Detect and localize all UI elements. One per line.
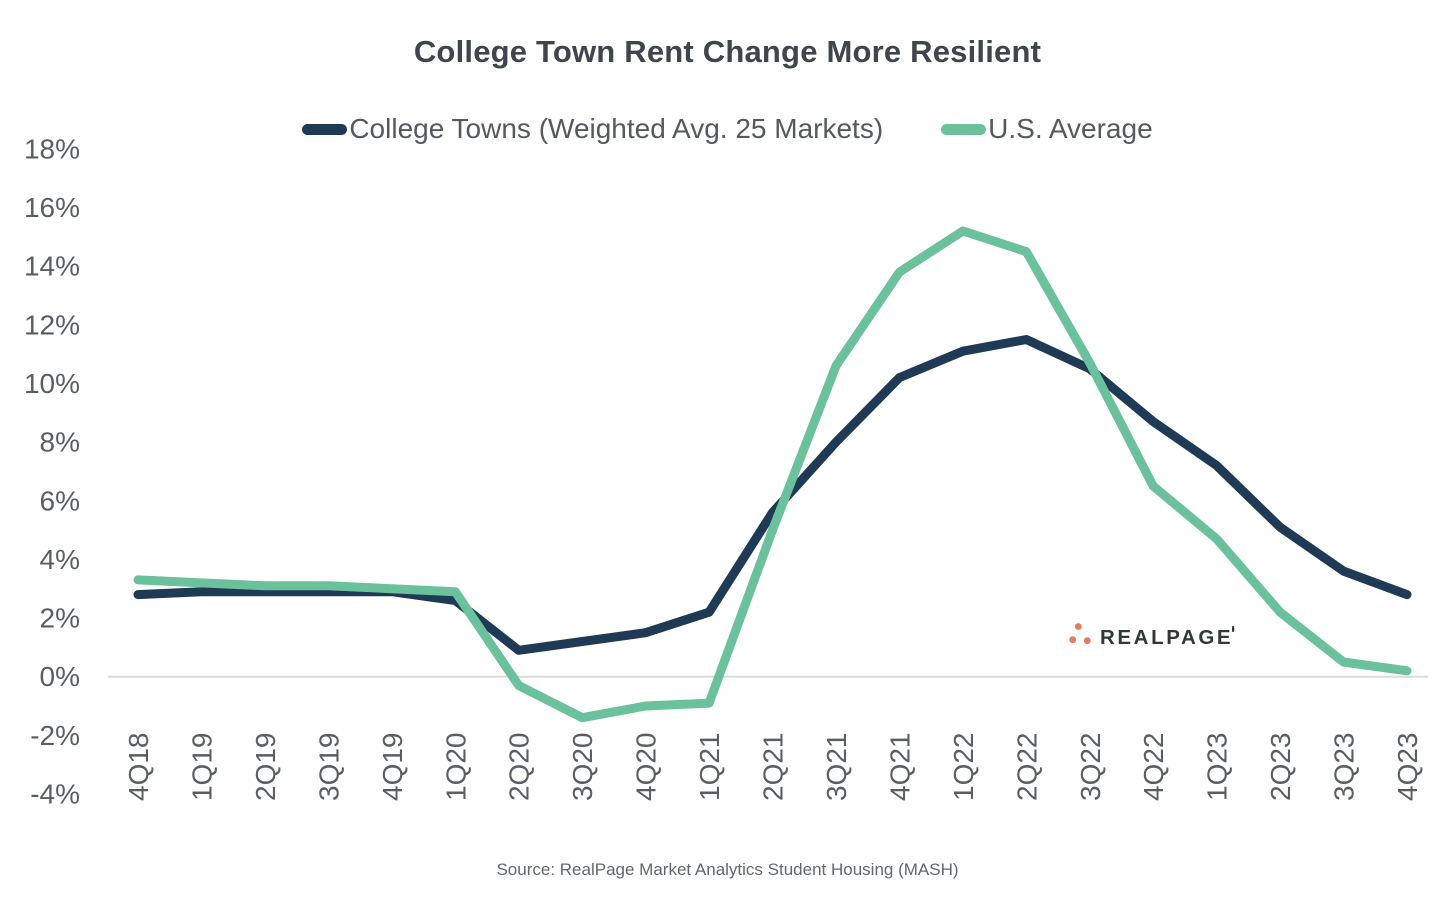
x-tick-label: 2Q21	[758, 733, 789, 802]
x-tick-label: 4Q22	[1138, 733, 1169, 802]
y-tick-label: 6%	[40, 485, 80, 516]
logo-wordmark: REALPAGE	[1100, 626, 1233, 649]
x-tick-label: 3Q20	[567, 733, 598, 802]
x-tick-label: 1Q22	[948, 733, 979, 802]
x-tick-label: 2Q20	[504, 733, 535, 802]
x-tick-label: 1Q20	[440, 733, 471, 802]
y-tick-label: 2%	[40, 603, 80, 634]
chart-title: College Town Rent Change More Resilient	[413, 34, 1042, 69]
legend-item-college-towns: College Towns (Weighted Avg. 25 Markets)	[302, 113, 883, 145]
legend-item-us-average: U.S. Average	[941, 113, 1153, 145]
logo-dot-icon	[1069, 636, 1077, 644]
college-towns-line	[133, 335, 1412, 655]
x-tick-label: 3Q23	[1329, 733, 1360, 802]
us-average-line	[133, 226, 1412, 723]
x-tick-label: 1Q19	[186, 733, 217, 802]
y-tick-label: 18%	[24, 133, 80, 164]
y-tick-label: 14%	[24, 251, 80, 282]
legend-label-us-average: U.S. Average	[988, 113, 1153, 144]
us-average-line-swatch-icon	[941, 123, 987, 135]
y-tick-label: 4%	[40, 544, 80, 575]
legend-label-college-towns: College Towns (Weighted Avg. 25 Markets)	[349, 113, 884, 144]
x-tick-label: 4Q19	[377, 733, 408, 802]
x-tick-label: 4Q20	[631, 733, 662, 802]
x-tick-label: 3Q22	[1075, 733, 1106, 802]
x-tick-label: 3Q21	[821, 733, 852, 802]
x-tick-label: 4Q18	[123, 733, 154, 802]
y-tick-label: -2%	[30, 720, 80, 751]
x-tick-label: 4Q21	[884, 733, 915, 802]
realpage-logo: REALPAGE	[1069, 623, 1235, 649]
y-tick-label: 12%	[24, 309, 80, 340]
y-tick-label: 0%	[40, 661, 80, 692]
y-tick-label: 8%	[40, 427, 80, 458]
logo-dot-icon	[1083, 637, 1091, 645]
x-tick-label: 2Q23	[1265, 733, 1296, 802]
x-tick-label: 2Q19	[250, 733, 281, 802]
x-tick-label: 1Q23	[1202, 733, 1233, 802]
logo-dot-icon	[1074, 623, 1082, 630]
college-towns-line-swatch-icon	[302, 123, 348, 135]
x-tick-label: 4Q23	[1392, 733, 1423, 802]
y-tick-label: -4%	[30, 778, 80, 809]
y-tick-label: 16%	[24, 192, 80, 223]
x-tick-label: 2Q22	[1011, 733, 1042, 802]
legend: College Towns (Weighted Avg. 25 Markets)…	[0, 113, 1455, 145]
x-tick-label: 1Q21	[694, 733, 725, 802]
x-tick-label: 3Q19	[313, 733, 344, 802]
source-note: Source: RealPage Market Analytics Studen…	[496, 860, 959, 879]
y-tick-label: 10%	[24, 368, 80, 399]
logo-trademark-tick	[1232, 626, 1235, 632]
